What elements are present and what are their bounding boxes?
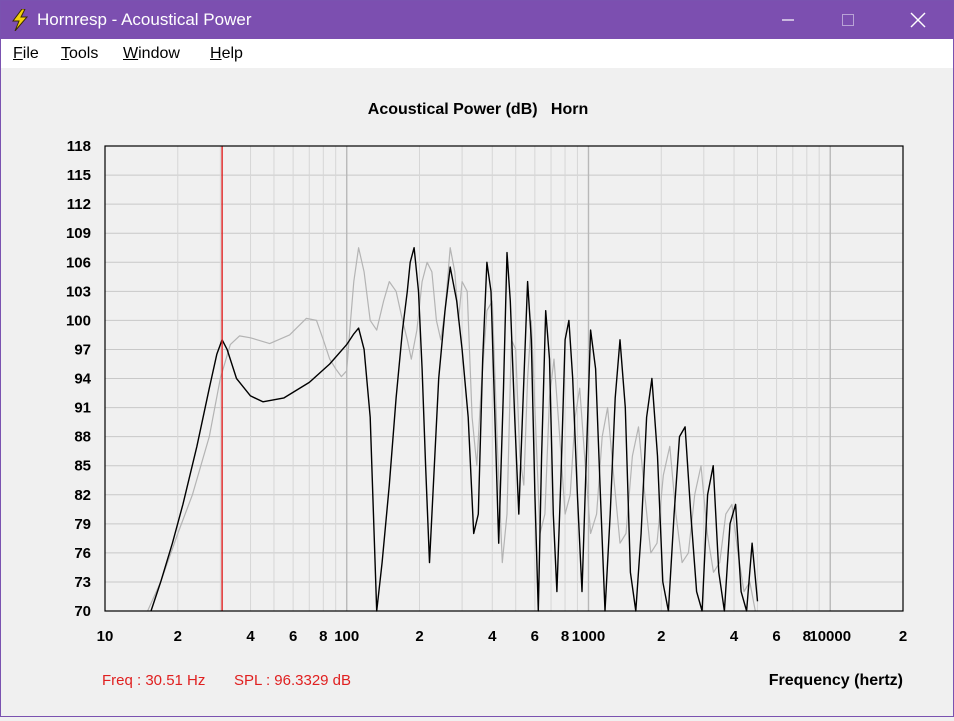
y-tick-label: 103 — [66, 283, 91, 300]
y-tick-label: 79 — [74, 516, 91, 533]
y-tick-label: 118 — [67, 138, 91, 155]
minimize-button[interactable] — [765, 1, 811, 39]
y-tick-label: 115 — [67, 167, 91, 184]
menu-bar: File Tools Window Help — [1, 39, 953, 68]
x-tick-label: 4 — [488, 628, 497, 645]
maximize-button[interactable] — [825, 1, 871, 39]
maximize-icon — [842, 14, 854, 26]
chart-area[interactable]: Acoustical Power (dB) Horn 118 115 112 109 1… — [1, 68, 953, 716]
y-tick-label: 73 — [74, 574, 91, 591]
x-tick-label: 8 — [561, 628, 569, 645]
y-tick-label: 70 — [74, 603, 91, 620]
y-tick-label: 106 — [66, 254, 91, 271]
menu-window-label: indow — [138, 45, 180, 62]
y-tick-label: 109 — [66, 225, 91, 242]
close-button[interactable] — [895, 1, 941, 39]
y-tick-label: 88 — [74, 429, 91, 446]
x-tick-label: 6 — [289, 628, 297, 645]
lightning-bolt-icon — [12, 9, 29, 31]
title-bar[interactable]: Hornresp - Acoustical Power — [1, 1, 953, 39]
x-tick-label: 4 — [246, 628, 255, 645]
menu-tools-label: ools — [69, 45, 99, 62]
acoustical-power-chart[interactable]: Acoustical Power (dB) Horn 1181151121091… — [1, 68, 953, 716]
menu-file-label: ile — [22, 45, 39, 62]
x-tick-label: 2 — [899, 628, 907, 645]
menu-window-mnemonic: W — [123, 45, 139, 62]
x-tick-label: 2 — [657, 628, 665, 645]
y-tick-label: 82 — [74, 487, 91, 504]
chart-title: Acoustical Power (dB) Horn — [368, 101, 588, 118]
x-tick-label: 10 — [97, 628, 114, 645]
y-tick-label: 112 — [67, 196, 91, 213]
x-tick-label: 8 — [803, 628, 811, 645]
menu-help-mnemonic: H — [210, 45, 222, 62]
y-tick-label: 91 — [74, 400, 91, 417]
y-tick-labels: 118 115 112 109 106 103 100 97 94 91 88 85 82 79 76 73 7… — [66, 138, 92, 620]
y-tick-label: 100 — [66, 312, 91, 329]
x-tick-label: 1000 — [572, 628, 605, 645]
primary-trace-layer — [150, 246, 759, 612]
y-tick-label: 76 — [74, 545, 91, 562]
menu-window[interactable]: Window — [123, 45, 180, 63]
x-tick-label: 2 — [415, 628, 423, 645]
y-tick-label: 94 — [74, 371, 91, 388]
x-tick-label: 4 — [730, 628, 739, 645]
menu-tools[interactable]: Tools — [61, 45, 98, 63]
menu-file-mnemonic: F — [13, 45, 23, 62]
menu-file[interactable]: File — [13, 45, 39, 63]
plot-frame — [104, 145, 904, 612]
y-tick-label: 97 — [74, 341, 91, 358]
spl-readout: SPL : 96.3329 dB — [234, 672, 351, 689]
x-axis-label: Frequency (hertz) — [769, 672, 903, 689]
minimize-icon — [782, 19, 794, 21]
window-title: Hornresp - Acoustical Power — [37, 10, 252, 29]
x-tick-label: 10000 — [809, 628, 851, 645]
x-tick-label: 8 — [319, 628, 327, 645]
reference-trace — [147, 247, 756, 612]
menu-tools-mnemonic: T — [61, 45, 69, 62]
reference-trace-layer — [147, 247, 756, 612]
menu-help-label: elp — [221, 45, 243, 62]
menu-help[interactable]: Help — [210, 45, 243, 63]
primary-trace — [150, 246, 759, 612]
x-tick-label: 6 — [531, 628, 539, 645]
close-icon — [910, 12, 926, 28]
x-tick-label: 6 — [772, 628, 780, 645]
x-tick-label: 100 — [334, 628, 359, 645]
freq-readout: Freq : 30.51 Hz — [102, 672, 205, 689]
y-tick-label: 85 — [74, 458, 91, 475]
x-tick-label: 2 — [174, 628, 182, 645]
